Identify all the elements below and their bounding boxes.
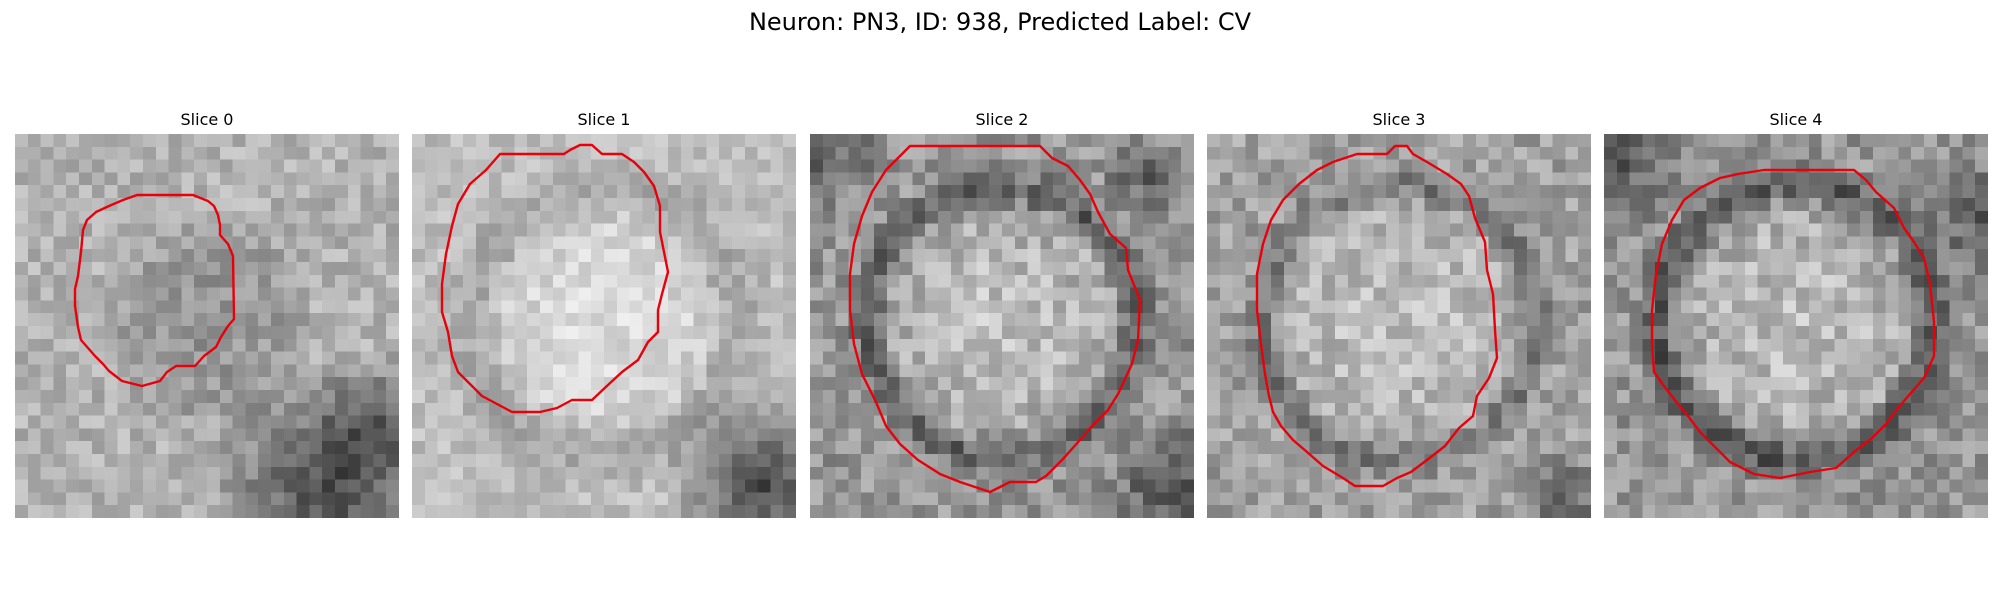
- contour-overlay: [1255, 144, 1499, 488]
- vesicle-contour: [1255, 144, 1499, 488]
- contour-overlay: [440, 143, 670, 414]
- slice-panel-3: Slice 3: [1207, 108, 1591, 518]
- slice-title: Slice 2: [975, 110, 1029, 129]
- slice-title: Slice 1: [577, 110, 631, 129]
- vesicle-contour: [848, 144, 1142, 494]
- vesicle-contour: [1650, 168, 1936, 480]
- contour-overlay: [1650, 168, 1936, 480]
- em-slice-canvas: [1207, 134, 1591, 518]
- slice-panel-4: Slice 4: [1604, 108, 1988, 518]
- em-slice-canvas: [412, 134, 796, 518]
- slice-image: [412, 134, 796, 518]
- slice-title: Slice 0: [180, 110, 234, 129]
- vesicle-contour: [440, 143, 670, 414]
- slice-panel-1: Slice 1: [412, 108, 796, 518]
- slice-panel-2: Slice 2: [810, 108, 1194, 518]
- slice-title: Slice 4: [1769, 110, 1823, 129]
- slice-image: [1207, 134, 1591, 518]
- vesicle-contour: [73, 193, 236, 388]
- slice-image: [1604, 134, 1988, 518]
- slice-title: Slice 3: [1372, 110, 1426, 129]
- em-slice-canvas: [1604, 134, 1988, 518]
- contour-overlay: [73, 193, 236, 388]
- figure-title: Neuron: PN3, ID: 938, Predicted Label: C…: [748, 8, 1252, 36]
- slice-image: [810, 134, 1194, 518]
- slice-image: [15, 134, 399, 518]
- contour-overlay: [848, 144, 1142, 494]
- em-slice-canvas: [810, 134, 1194, 518]
- slice-panel-0: Slice 0: [15, 108, 399, 518]
